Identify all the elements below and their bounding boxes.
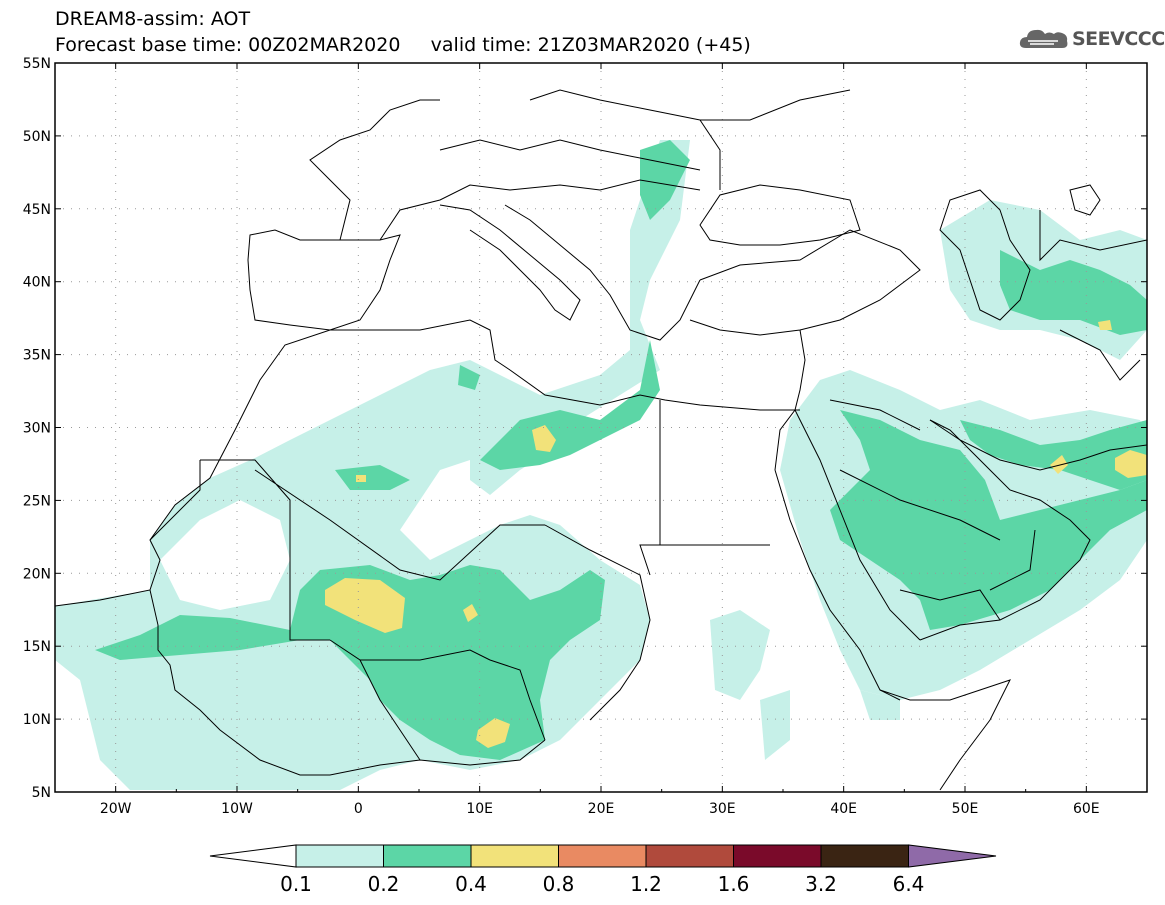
colorbar-segment [470, 844, 559, 868]
colorbar-segment [645, 844, 734, 868]
coast-balkans [504, 204, 701, 341]
coastlines-borders [55, 89, 1147, 791]
colorbar-over-arrow [908, 844, 997, 868]
coast-italy [439, 204, 581, 321]
lat-label: 25N [23, 493, 51, 509]
lat-label: 15N [23, 639, 51, 655]
coast-france-uk [309, 99, 440, 241]
coast-caspian [939, 189, 1031, 321]
lon-label: 60E [1073, 801, 1100, 817]
lon-label: 50E [952, 801, 979, 817]
seevccc-logo: SEEVCCC [1018, 26, 1165, 52]
coast-west-africa [149, 589, 546, 776]
valid-time: valid time: 21Z03MAR2020 (+45) [430, 34, 751, 56]
chart-title: DREAM8-assim: AOT [55, 8, 251, 30]
logo-text: SEEVCCC [1072, 28, 1165, 50]
border-sahara [200, 400, 770, 721]
lat-label: 10N [23, 712, 51, 728]
coast-black-sea [699, 184, 861, 246]
colorbar-segment [733, 844, 822, 868]
colorbar-label: 0.8 [543, 872, 575, 896]
lon-label: 10E [466, 801, 493, 817]
lon-label: 10W [221, 801, 253, 817]
cloud-logo-icon [1019, 29, 1068, 48]
coast-gulf-iran [929, 419, 1147, 471]
border-central-asia [1039, 210, 1147, 381]
border-europe [379, 89, 851, 241]
coast-levant [774, 329, 806, 471]
aot-field [55, 140, 1147, 790]
colorbar-label: 0.1 [280, 872, 312, 896]
coast-aral [1069, 184, 1101, 216]
colorbar-under-arrow [209, 844, 297, 868]
coast-horn-africa [879, 679, 1011, 791]
colorbar-label: 3.2 [805, 872, 837, 896]
coast-turkey [689, 229, 921, 336]
lat-label: 45N [23, 202, 51, 218]
colorbar-label: 1.6 [718, 872, 750, 896]
base-time: Forecast base time: 00Z02MAR2020 [55, 34, 401, 56]
colorbar-segment [295, 844, 384, 868]
lat-label: 5N [32, 785, 51, 801]
axis-ticks [54, 62, 1148, 793]
lat-label: 50N [23, 129, 51, 145]
colorbar: 0.1 0.2 0.4 0.8 1.2 1.6 3.2 6.4 [209, 844, 997, 896]
colorbar-label: 0.4 [455, 872, 487, 896]
lat-label: 40N [23, 275, 51, 291]
colorbar-label: 0.2 [368, 872, 400, 896]
border-west-africa [149, 460, 546, 761]
lon-label: 30E [709, 801, 736, 817]
lat-label: 35N [23, 348, 51, 364]
colorbar-segment [383, 844, 472, 868]
lat-label: 20N [23, 566, 51, 582]
lat-label: 30N [23, 421, 51, 437]
colorbar-label: 1.2 [630, 872, 662, 896]
lon-label: 20E [588, 801, 615, 817]
lon-label: 0 [354, 801, 363, 817]
lon-label: 20W [100, 801, 132, 817]
coast-iberia [247, 229, 401, 331]
colorbar-segment [820, 844, 909, 868]
colorbar-segment [558, 844, 647, 868]
longitude-labels: 20W 10W 0 10E 20E 30E 40E 50E 60E [100, 801, 1100, 817]
border-arabia [829, 399, 1036, 621]
lat-label: 55N [23, 56, 51, 72]
lon-label: 40E [830, 801, 857, 817]
latitude-labels: 55N 50N 45N 40N 35N 30N 25N 20N 15N 10N 5N [23, 56, 51, 801]
aot-band-0.2-0.4 [95, 140, 1147, 760]
aot-band-0.4-0.8 [325, 320, 1147, 748]
colorbar-label: 6.4 [893, 872, 925, 896]
chart-subtitle: Forecast base time: 00Z02MAR2020 valid t… [55, 34, 751, 56]
